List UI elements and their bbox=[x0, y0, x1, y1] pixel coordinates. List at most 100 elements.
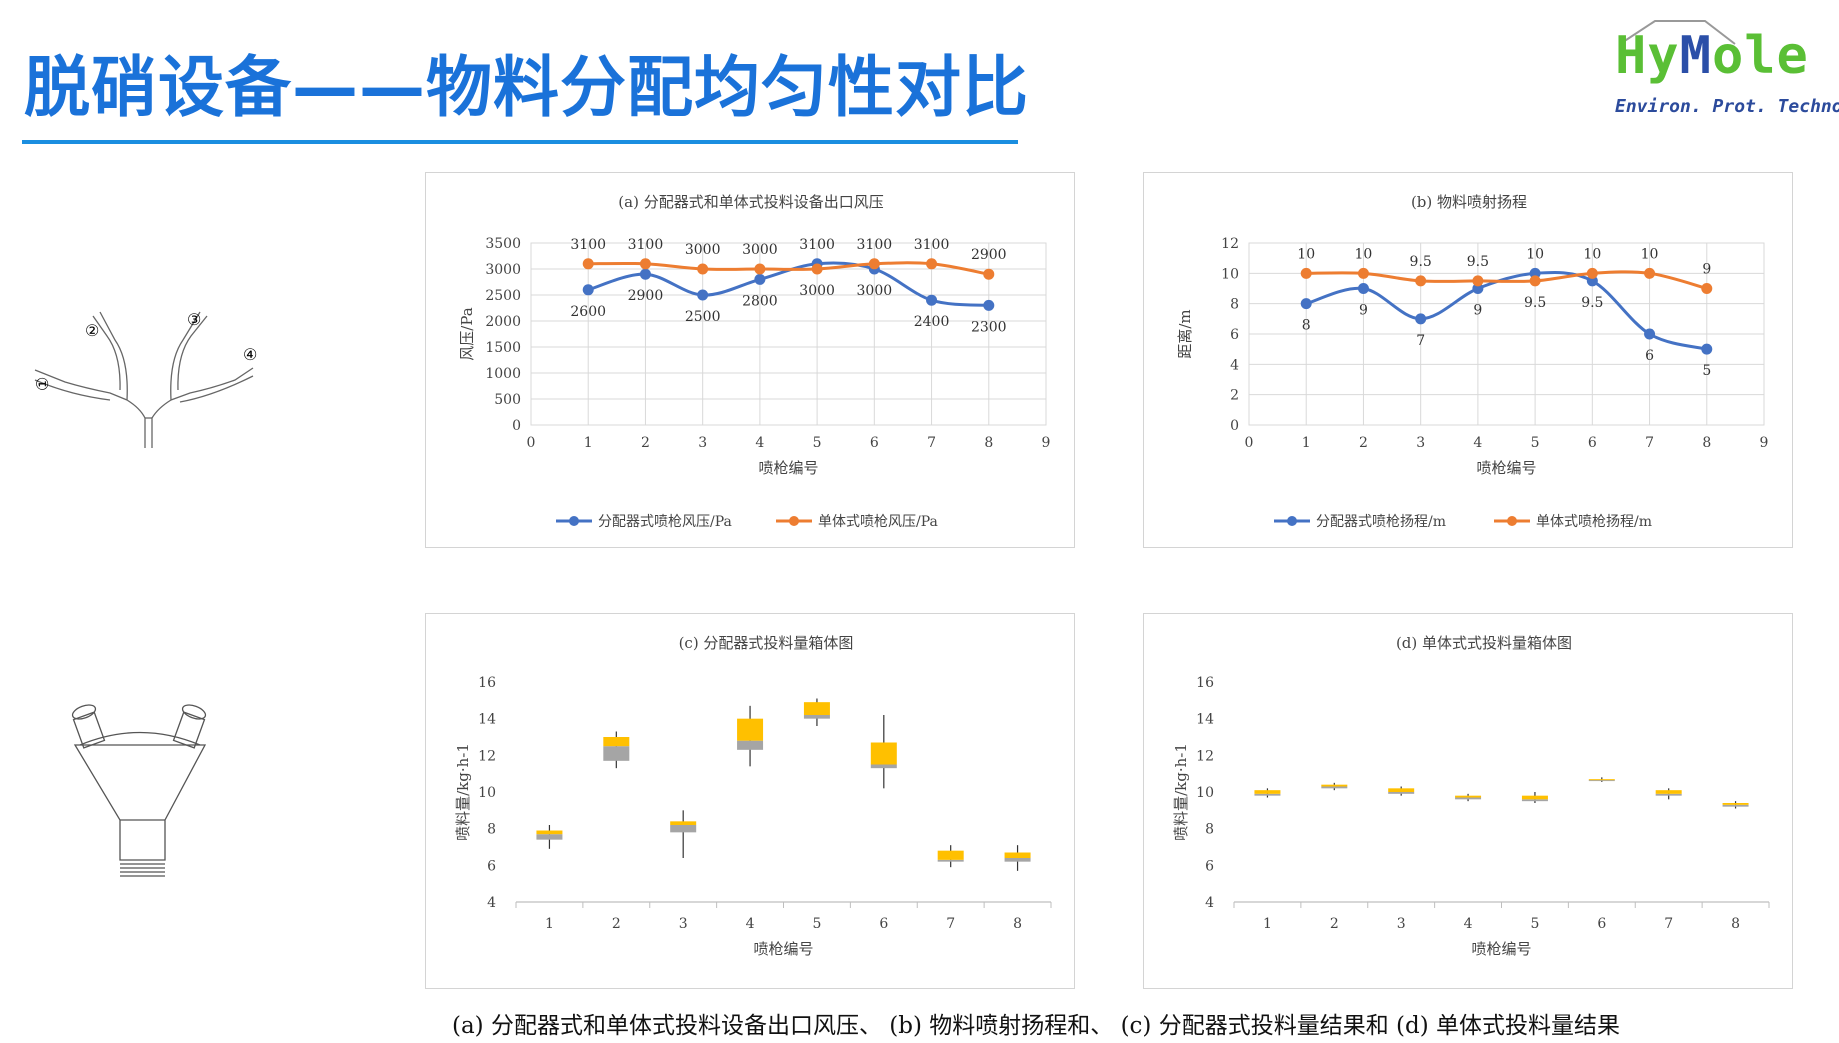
data-label: 10 bbox=[1355, 246, 1373, 262]
x-tick-label: 0 bbox=[527, 435, 536, 451]
data-label: 9 bbox=[1473, 303, 1482, 319]
data-label: 2900 bbox=[628, 288, 664, 304]
box-lower bbox=[1321, 786, 1348, 789]
box-lower bbox=[937, 859, 964, 862]
data-label: 3000 bbox=[857, 283, 893, 299]
data-label: 3100 bbox=[570, 237, 606, 253]
x-tick-label: 7 bbox=[1664, 916, 1673, 932]
data-label: 3100 bbox=[914, 237, 950, 253]
data-point bbox=[983, 268, 995, 280]
x-tick-label: 3 bbox=[1397, 916, 1406, 932]
data-point bbox=[639, 258, 651, 270]
y-tick-label: 8 bbox=[1230, 297, 1239, 313]
chart-c-svg: (c) 分配器式投料量箱体图46810121416喷枪编号喷料量/kg·h-11… bbox=[454, 634, 1052, 958]
y-tick-label: 16 bbox=[478, 675, 496, 691]
data-point bbox=[1644, 328, 1656, 340]
box-lower bbox=[1722, 804, 1749, 807]
data-point bbox=[1701, 343, 1713, 355]
x-tick-label: 4 bbox=[746, 916, 755, 932]
x-tick-label: 1 bbox=[584, 435, 593, 451]
data-label: 9 bbox=[1702, 262, 1711, 278]
box-lower bbox=[670, 825, 697, 833]
y-tick-label: 0 bbox=[512, 418, 521, 434]
x-tick-label: 1 bbox=[1263, 916, 1272, 932]
box-upper bbox=[737, 718, 764, 741]
x-tick-label: 9 bbox=[1042, 435, 1051, 451]
data-point bbox=[868, 258, 880, 270]
x-tick-label: 5 bbox=[812, 916, 821, 932]
data-label: 10 bbox=[1526, 246, 1544, 262]
x-tick-label: 6 bbox=[1597, 916, 1606, 932]
branch-label-1: ① bbox=[33, 377, 52, 391]
box-lower bbox=[1588, 780, 1615, 782]
y-tick-label: 2500 bbox=[485, 288, 521, 304]
data-point bbox=[1529, 267, 1541, 279]
x-tick-label: 7 bbox=[1645, 435, 1654, 451]
y-tick-label: 14 bbox=[478, 712, 496, 728]
box-upper bbox=[1722, 803, 1749, 805]
box-upper bbox=[1321, 784, 1348, 787]
chart-title: (c) 分配器式投料量箱体图 bbox=[679, 634, 854, 652]
box-upper bbox=[937, 850, 964, 860]
legend-marker bbox=[569, 516, 579, 526]
data-point bbox=[1415, 275, 1427, 287]
branch-label-2: ② bbox=[85, 321, 99, 340]
x-tick-label: 7 bbox=[946, 916, 955, 932]
box-upper bbox=[1588, 779, 1615, 781]
x-axis-label: 喷枪编号 bbox=[1471, 940, 1531, 958]
chart-title: (d) 单体式式投料量箱体图 bbox=[1396, 634, 1572, 652]
x-tick-label: 2 bbox=[612, 916, 621, 932]
data-point bbox=[1415, 313, 1427, 325]
data-point bbox=[926, 258, 938, 270]
y-tick-label: 4 bbox=[487, 895, 496, 911]
company-logo: HyMole Environ. Prot. Technol. bbox=[1610, 16, 1839, 126]
x-tick-label: 1 bbox=[545, 916, 554, 932]
chart-a-svg: (a) 分配器式和单体式投料设备出口风压 0 500 1000 1500 2000 2500… bbox=[458, 193, 1051, 530]
x-tick-label: 4 bbox=[1473, 435, 1482, 451]
x-tick-label: 7 bbox=[927, 435, 936, 451]
box-lower bbox=[1004, 858, 1031, 862]
x-tick-label: 0 bbox=[1245, 435, 1254, 451]
box-lower bbox=[1455, 797, 1482, 800]
data-point bbox=[582, 258, 594, 270]
x-axis-label: 喷枪编号 bbox=[1476, 459, 1536, 477]
data-label: 2800 bbox=[742, 293, 778, 309]
y-tick-label: 500 bbox=[494, 392, 521, 408]
branch-label-4: ④ bbox=[243, 345, 257, 364]
plot-frame bbox=[530, 242, 1047, 426]
data-point bbox=[1644, 267, 1656, 279]
data-label: 3100 bbox=[857, 237, 893, 253]
data-point bbox=[1586, 267, 1598, 279]
data-label: 3000 bbox=[742, 242, 778, 258]
data-label: 5 bbox=[1702, 363, 1711, 379]
data-label: 3100 bbox=[799, 237, 835, 253]
data-label: 2600 bbox=[570, 304, 606, 320]
box-lower bbox=[1254, 793, 1281, 796]
data-point bbox=[926, 294, 938, 306]
data-label: 2400 bbox=[914, 314, 950, 330]
chart-title: (b) 物料喷射扬程 bbox=[1411, 193, 1527, 211]
logo-tagline: Environ. Prot. Technol. bbox=[1615, 96, 1839, 117]
data-label: 2900 bbox=[971, 247, 1007, 263]
data-label: 3000 bbox=[799, 283, 835, 299]
title-rule bbox=[22, 140, 1018, 144]
x-tick-label: 8 bbox=[1013, 916, 1022, 932]
data-point bbox=[697, 263, 709, 275]
data-point bbox=[1472, 283, 1484, 294]
box-lower bbox=[603, 746, 630, 761]
box-lower bbox=[1655, 793, 1682, 796]
y-tick-label: 10 bbox=[1221, 266, 1239, 282]
box-upper bbox=[1655, 790, 1682, 794]
data-point bbox=[1529, 275, 1541, 287]
y-tick-label: 6 bbox=[487, 858, 496, 874]
x-tick-label: 2 bbox=[641, 435, 650, 451]
box-upper bbox=[870, 742, 897, 765]
x-tick-label: 4 bbox=[755, 435, 764, 451]
data-label: 2500 bbox=[685, 309, 721, 325]
data-point bbox=[1586, 275, 1598, 287]
y-tick-label: 4 bbox=[1205, 895, 1214, 911]
figure-caption: (a) 分配器式和单体式投料设备出口风压、 (b) 物料喷射扬程和、 (c) 分… bbox=[452, 1013, 1621, 1039]
x-axis-label: 喷枪编号 bbox=[753, 940, 813, 958]
x-axis-label: 喷枪编号 bbox=[758, 459, 818, 477]
y-tick-label: 3500 bbox=[485, 236, 521, 252]
